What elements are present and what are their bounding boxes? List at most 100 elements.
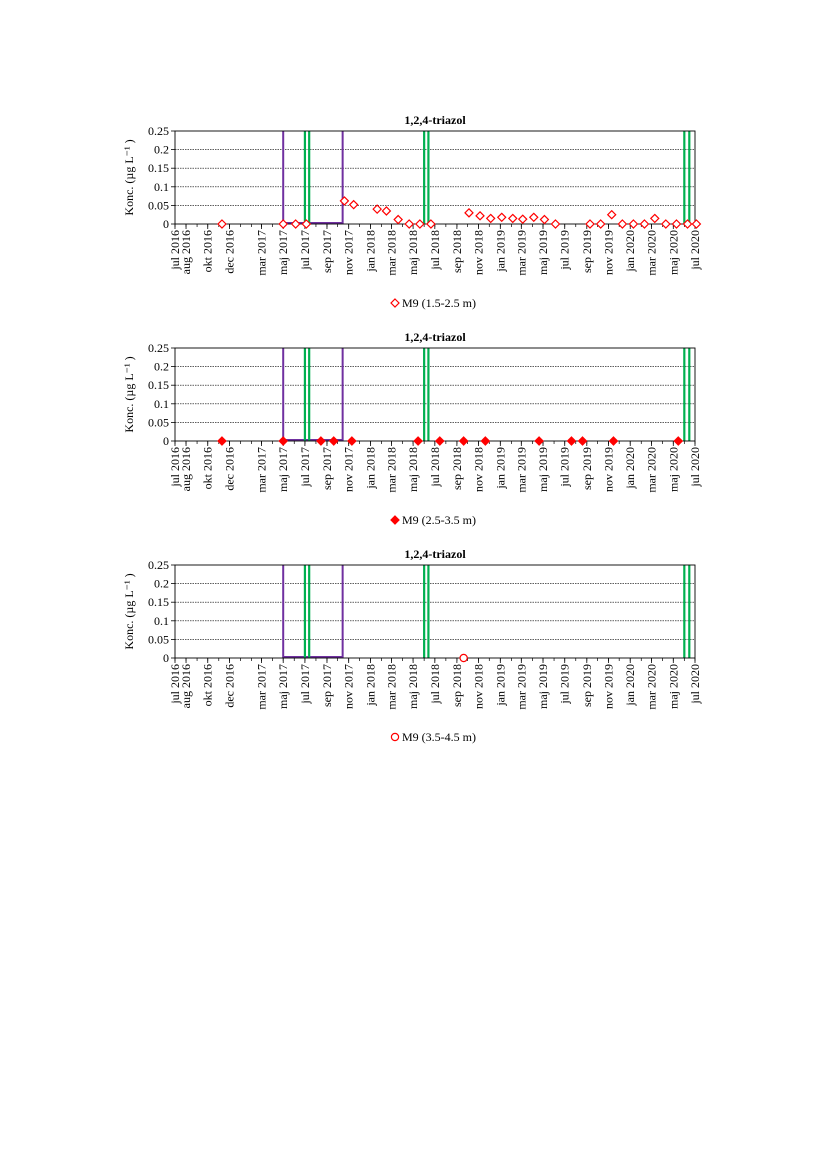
x-tick-label: jul 2020 [688, 447, 702, 488]
legend-label: M9 (1.5-2.5 m) [402, 296, 476, 310]
chart-title: 1,2,4-triazol [404, 547, 466, 561]
data-point [413, 436, 423, 446]
data-point [534, 436, 544, 446]
data-point [328, 436, 339, 446]
data-point [673, 436, 684, 446]
y-tick-label: 0.25 [148, 558, 169, 572]
x-tick-label: jul 2018 [428, 664, 442, 705]
x-tick-label: nov 2019 [602, 664, 616, 709]
data-point [507, 213, 518, 224]
x-tick-label: maj 2018 [406, 447, 420, 492]
data-point [339, 196, 350, 206]
data-point [404, 219, 415, 229]
data-point [639, 219, 650, 229]
x-tick-label: jul 2017 [298, 664, 312, 705]
x-tick-label: sep 2019 [580, 447, 594, 490]
legend-label: M9 (2.5-3.5 m) [402, 513, 476, 527]
x-tick-label: nov 2017 [342, 664, 356, 709]
x-tick-label: sep 2018 [450, 447, 464, 490]
data-point [539, 214, 550, 225]
x-tick-label: maj 2019 [536, 664, 550, 709]
x-tick-label: mar 2020 [645, 664, 659, 710]
data-point [585, 219, 595, 229]
y-tick-label: 0.15 [148, 595, 169, 609]
x-tick-label: jan 2019 [493, 664, 507, 707]
x-tick-label: sep 2018 [450, 664, 464, 707]
y-tick-label: 0.25 [148, 341, 169, 355]
chart-panel-1: 1,2,4-triazol 0 0.05 0.1 0.15 0.2 0.25 Konc. (µ… [122, 113, 702, 310]
x-tick-label: dec 2016 [222, 230, 236, 274]
data-point [608, 436, 619, 446]
x-tick-label: jul 2020 [688, 664, 702, 705]
x-tick-label: jan 2020 [623, 664, 637, 707]
data-point [415, 219, 425, 229]
x-tick-label: maj 2020 [666, 664, 680, 709]
data-point [348, 199, 359, 210]
plot-area [174, 564, 696, 659]
data-point [426, 219, 436, 229]
data-point [550, 219, 561, 229]
x-tick-label: jul 2020 [688, 230, 702, 271]
x-tick-label: mar 2017 [254, 447, 268, 493]
data-point [660, 219, 671, 229]
x-tick-label: maj 2017 [276, 664, 290, 709]
y-tick-label: 0.2 [154, 577, 169, 591]
y-axis-label: Konc. (µg L⁻¹ ) [122, 573, 136, 649]
x-tick-label: nov 2017 [342, 230, 356, 275]
x-tick-label: nov 2018 [472, 230, 486, 275]
legend-marker [390, 732, 400, 742]
data-point [459, 653, 468, 663]
x-tick-label: nov 2019 [602, 447, 616, 492]
y-tick-label: 0.2 [154, 360, 169, 374]
y-tick-label: 0.1 [154, 614, 169, 628]
data-point [671, 219, 682, 229]
x-tick-label: nov 2018 [472, 447, 486, 492]
x-tick-label: jul 2016 [168, 230, 182, 271]
x-tick-label: mar 2018 [384, 230, 398, 276]
y-tick-label: 0.1 [154, 180, 169, 194]
x-tick-label: jul 2019 [558, 664, 572, 705]
data-point [517, 214, 528, 225]
x-tick-label: jul 2016 [168, 664, 182, 705]
x-tick-label: jan 2019 [493, 447, 507, 490]
y-tick-label: 0 [163, 434, 169, 448]
plot-area [174, 347, 696, 442]
x-tick-label: sep 2017 [320, 447, 334, 490]
data-point [290, 219, 301, 229]
x-tick-label: nov 2017 [342, 447, 356, 492]
x-tick-label: mar 2019 [514, 230, 528, 276]
data-point [691, 219, 702, 229]
x-tick-label: okt 2016 [201, 447, 215, 489]
chart-panel-3: 1,2,4-triazol 0 0.05 0.1 0.15 0.2 0.25 Konc. (µ… [122, 547, 702, 744]
data-point [480, 436, 491, 446]
x-tick-label: maj 2020 [666, 447, 680, 492]
x-tick-label: jul 2016 [168, 447, 182, 488]
data-point [301, 219, 312, 229]
x-tick-label: sep 2019 [580, 664, 594, 707]
y-tick-label: 0.15 [148, 378, 169, 392]
x-tick-label: sep 2017 [320, 664, 334, 707]
y-tick-label: 0.25 [148, 124, 169, 138]
x-tick-label: okt 2016 [201, 664, 215, 706]
x-tick-label: maj 2019 [536, 230, 550, 275]
x-tick-label: dec 2016 [222, 664, 236, 708]
plot-area [174, 130, 696, 225]
data-point [464, 207, 474, 218]
x-tick-label: okt 2016 [201, 230, 215, 272]
data-point [347, 436, 357, 446]
x-tick-label: jan 2018 [363, 230, 377, 273]
x-tick-label: nov 2018 [472, 664, 486, 709]
x-tick-label: jan 2019 [493, 230, 507, 273]
x-tick-label: jul 2017 [298, 447, 312, 488]
data-point [566, 436, 577, 446]
x-tick-label: mar 2020 [645, 447, 659, 493]
legend-marker [390, 298, 400, 308]
x-tick-label: jul 2019 [558, 447, 572, 488]
data-point [628, 219, 639, 229]
x-tick-label: jul 2018 [428, 447, 442, 488]
data-point [485, 213, 496, 224]
y-tick-label: 0.15 [148, 161, 169, 175]
y-axis-label: Konc. (µg L⁻¹ ) [122, 139, 136, 215]
x-tick-label: sep 2019 [580, 230, 594, 273]
